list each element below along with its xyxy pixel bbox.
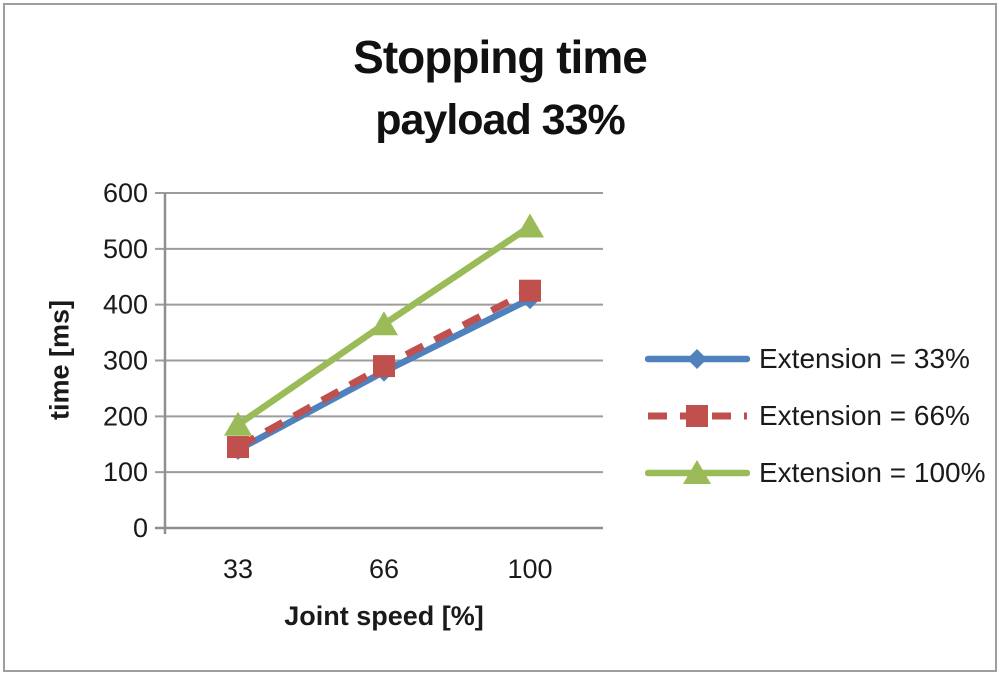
legend-item-extension-100: Extension = 100% (645, 444, 990, 501)
diamond-marker (687, 348, 707, 369)
triangle-marker (370, 311, 398, 336)
y-tick-label-600: 600 (103, 178, 148, 208)
series-extension-100- (224, 213, 544, 436)
triangle-marker (516, 213, 544, 238)
square-marker (686, 404, 708, 427)
x-tick-label-100: 100 (507, 554, 552, 584)
y-tick-label-200: 200 (103, 401, 148, 431)
x-tick-label-66: 66 (369, 554, 399, 584)
square-marker (373, 355, 395, 378)
square-marker (227, 436, 249, 459)
legend-swatch-extension-100-icon (645, 459, 750, 484)
legend-label-extension-100: Extension = 100% (759, 456, 986, 488)
triangle-marker (224, 411, 252, 436)
y-tick-label-100: 100 (103, 457, 148, 487)
legend-swatch-extension-33-icon (645, 348, 750, 369)
x-tick-label-33: 33 (223, 554, 253, 584)
chart-subtitle: payload 33% (375, 96, 626, 144)
chart-title: Stopping time (353, 31, 648, 83)
triangle-marker (683, 459, 711, 484)
y-tick-label-300: 300 (103, 346, 148, 376)
legend: Extension = 33% Extension = 66% Extensio… (645, 330, 990, 501)
square-marker (519, 279, 541, 302)
y-tick-label-400: 400 (103, 290, 148, 320)
legend-item-extension-33: Extension = 33% (645, 330, 990, 387)
x-axis-title: Joint speed [%] (284, 601, 484, 631)
y-tick-label-0: 0 (133, 513, 148, 543)
y-axis-title: time [ms] (44, 299, 75, 421)
y-tick-label-500: 500 (103, 234, 148, 264)
series-extension-66- (227, 279, 541, 459)
legend-item-extension-66: Extension = 66% (645, 387, 990, 444)
legend-label-extension-66: Extension = 66% (759, 399, 970, 431)
legend-swatch-extension-66-icon (648, 404, 747, 427)
legend-label-extension-33: Extension = 33% (759, 342, 970, 374)
